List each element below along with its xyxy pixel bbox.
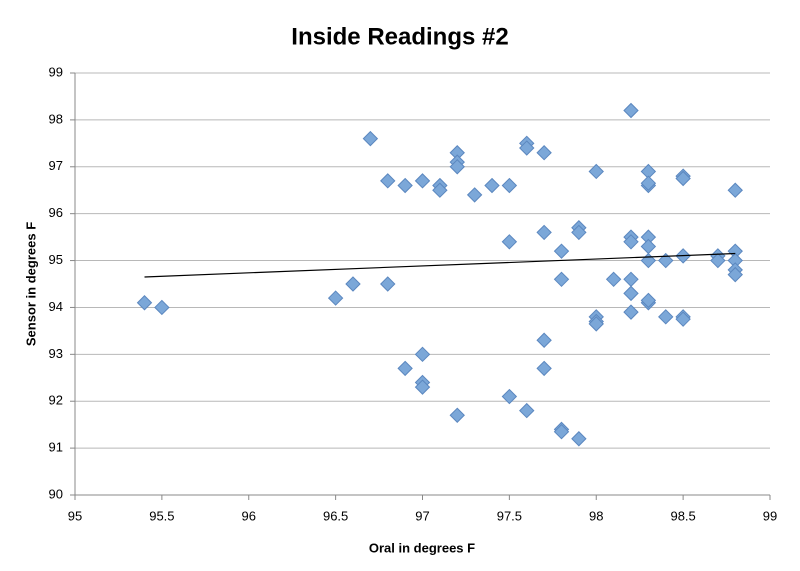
data-point [432, 182, 448, 198]
data-point [710, 252, 726, 269]
x-tick-label: 95 [68, 508, 82, 523]
x-tick-label: 98 [589, 508, 603, 523]
data-point [623, 234, 639, 250]
data-point [345, 276, 361, 292]
y-tick-label: 97 [49, 158, 63, 173]
x-tick-label: 97.5 [497, 508, 522, 523]
y-tick-label: 91 [49, 440, 63, 455]
data-point [397, 177, 413, 194]
data-point [640, 252, 657, 269]
data-point [640, 292, 657, 309]
data-point [658, 252, 674, 269]
data-point [519, 140, 535, 156]
data-point [727, 266, 743, 283]
y-tick-label: 96 [49, 205, 63, 220]
data-point [553, 243, 570, 259]
x-tick-label: 95.5 [149, 508, 174, 523]
data-point [536, 145, 552, 161]
data-point [675, 311, 691, 327]
data-point [605, 271, 622, 288]
trendline [144, 252, 736, 278]
data-point [501, 388, 518, 405]
data-point [623, 271, 639, 288]
data-point [536, 360, 552, 377]
data-point [501, 177, 518, 194]
data-point [449, 159, 465, 175]
data-point [362, 130, 379, 147]
data-point [571, 431, 587, 447]
data-point [588, 316, 604, 332]
data-point [553, 271, 570, 288]
data-point [675, 170, 691, 187]
y-tick-label: 93 [49, 346, 63, 361]
data-point [414, 346, 431, 363]
data-point [571, 224, 587, 241]
data-point [536, 332, 552, 348]
data-point [414, 173, 431, 189]
y-tick-label: 92 [49, 393, 63, 408]
chart-title: Inside Readings #2 [291, 23, 508, 50]
data-point [397, 360, 413, 377]
data-point [466, 187, 483, 203]
data-point [519, 402, 535, 419]
data-point [658, 309, 674, 325]
x-tick-label: 98.5 [670, 508, 695, 523]
data-point [588, 163, 604, 180]
y-tick-label: 98 [49, 111, 63, 126]
data-point [553, 423, 570, 440]
data-point [623, 102, 639, 119]
data-point [449, 407, 465, 423]
x-tick-label: 99 [763, 508, 777, 523]
y-tick-label: 99 [49, 64, 63, 79]
x-tick-label: 96.5 [323, 508, 348, 523]
data-point [154, 299, 170, 316]
data-point [640, 238, 657, 255]
y-tick-label: 94 [49, 299, 63, 314]
y-tick-label: 95 [49, 252, 63, 267]
data-point [623, 285, 639, 302]
x-tick-label: 96 [242, 508, 256, 523]
data-point [536, 224, 552, 241]
x-tick-label: 97 [415, 508, 429, 523]
y-axis-title: Sensor in degrees F [23, 222, 38, 346]
data-point [414, 379, 431, 395]
data-point [623, 304, 639, 320]
data-point [327, 290, 344, 306]
x-axis-title: Oral in degrees F [369, 540, 475, 555]
data-point [484, 177, 500, 194]
data-point [501, 234, 518, 250]
data-point [727, 182, 743, 198]
data-point [380, 173, 396, 189]
data-point [136, 295, 153, 311]
data-point [380, 276, 396, 292]
y-tick-label: 90 [49, 486, 63, 501]
data-point [640, 175, 657, 191]
